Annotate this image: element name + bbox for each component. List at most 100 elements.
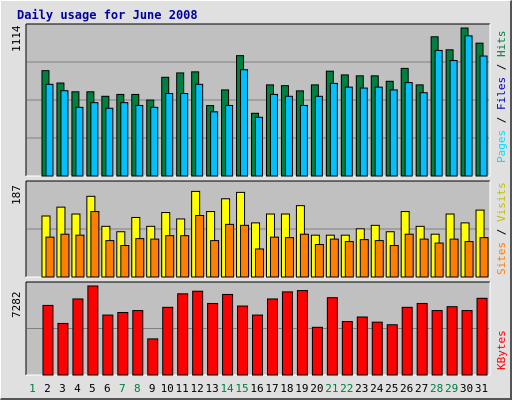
- bar-sites-day-8: [135, 238, 145, 278]
- bar-files-day-21: [329, 82, 338, 177]
- bar-files-day-19: [299, 104, 308, 177]
- bar-kbytes-day-17: [266, 298, 278, 376]
- legend-files: Files: [495, 77, 508, 110]
- bar-kbytes-day-4: [72, 298, 84, 376]
- bar-sites-day-18: [284, 237, 294, 278]
- bar-sites-day-23: [359, 239, 369, 278]
- bar-sites-day-26: [404, 233, 414, 278]
- bar-kbytes-day-22: [341, 321, 353, 376]
- bar-kbytes-day-10: [162, 306, 174, 376]
- x-tick-label-day-11: 11: [176, 382, 189, 395]
- x-tick-label-day-14: 14: [220, 382, 234, 395]
- x-tick-label-day-28: 28: [430, 382, 443, 395]
- bar-sites-day-22: [344, 241, 354, 278]
- bar-sites-day-31: [479, 237, 489, 278]
- bar-sites-day-2: [45, 236, 55, 278]
- bar-sites-day-5: [90, 211, 100, 278]
- bar-sites-day-10: [165, 235, 175, 278]
- bar-sites-day-14: [225, 223, 235, 278]
- bar-files-day-3: [60, 90, 69, 177]
- bar-kbytes-day-31: [476, 297, 488, 376]
- x-tick-label-day-31: 31: [475, 382, 488, 395]
- x-tick-label-day-25: 25: [385, 382, 398, 395]
- bar-kbytes-day-16: [252, 314, 264, 376]
- bar-sites-day-20: [314, 244, 324, 278]
- chart-title: Daily usage for June 2008: [17, 8, 198, 22]
- bar-files-day-27: [419, 92, 428, 177]
- bar-kbytes-day-25: [386, 324, 398, 376]
- bar-files-day-13: [210, 111, 219, 177]
- bar-sites-day-9: [150, 238, 160, 278]
- bar-kbytes-day-27: [416, 302, 428, 376]
- chart-bars: [41, 27, 489, 376]
- bar-kbytes-day-24: [371, 321, 383, 376]
- bar-sites-day-17: [269, 236, 279, 278]
- bar-kbytes-day-12: [192, 290, 204, 376]
- bar-files-day-20: [314, 95, 323, 177]
- x-tick-label-day-21: 21: [325, 382, 338, 395]
- bar-kbytes-day-19: [296, 290, 308, 376]
- x-tick-label-day-22: 22: [340, 382, 353, 395]
- legend-sep1: /: [495, 110, 508, 130]
- x-tick-label-day-5: 5: [89, 382, 96, 395]
- bar-kbytes-day-21: [326, 297, 338, 376]
- bar-sites-day-28: [434, 242, 444, 278]
- x-tick-label-day-10: 10: [161, 382, 174, 395]
- bar-files-day-10: [165, 92, 174, 177]
- bar-sites-day-24: [374, 240, 384, 278]
- bar-sites-day-4: [75, 234, 85, 278]
- x-tick-label-day-8: 8: [134, 382, 141, 395]
- x-tick-label-day-29: 29: [445, 382, 458, 395]
- legend-sep2: /: [495, 57, 508, 77]
- bar-kbytes-day-15: [237, 305, 249, 376]
- bar-files-day-23: [359, 87, 368, 177]
- legend-hits: Hits: [495, 31, 508, 58]
- x-tick-label-day-2: 2: [44, 382, 51, 395]
- top-panel-legend: Pages / Files / Hits: [495, 31, 508, 164]
- bar-sites-day-12: [195, 215, 205, 278]
- bar-files-day-29: [449, 60, 458, 177]
- x-tick-label-day-20: 20: [310, 382, 323, 395]
- bar-kbytes-day-20: [311, 326, 323, 376]
- bar-kbytes-day-3: [57, 322, 69, 376]
- bar-files-day-16: [255, 116, 264, 177]
- bar-files-day-22: [344, 86, 353, 177]
- bar-sites-day-6: [105, 240, 115, 278]
- bar-sites-day-19: [299, 233, 309, 278]
- top-panel-max-label: 1114: [10, 25, 23, 52]
- bar-files-day-26: [404, 82, 413, 177]
- bar-sites-day-21: [329, 238, 339, 278]
- legend-visits: Visits: [495, 182, 508, 222]
- bar-files-day-8: [135, 104, 144, 177]
- bar-kbytes-day-9: [147, 338, 159, 376]
- bar-kbytes-day-2: [42, 304, 54, 376]
- bar-kbytes-day-11: [177, 293, 189, 376]
- bar-kbytes-day-5: [87, 285, 99, 376]
- bar-files-day-15: [240, 69, 249, 177]
- bottom-panel-max-label: 7282: [10, 292, 23, 319]
- middle-panel-max-label: 187: [10, 185, 23, 205]
- bar-files-day-30: [464, 35, 473, 177]
- bar-files-day-28: [434, 49, 443, 177]
- x-tick-label-day-17: 17: [265, 382, 278, 395]
- x-tick-label-day-18: 18: [280, 382, 293, 395]
- x-tick-label-day-13: 13: [205, 382, 218, 395]
- bar-files-day-24: [374, 86, 383, 177]
- bar-files-day-6: [105, 107, 114, 177]
- bar-files-day-14: [225, 104, 234, 177]
- bar-files-day-7: [120, 102, 129, 177]
- x-tick-label-day-26: 26: [400, 382, 413, 395]
- x-tick-label-day-15: 15: [235, 382, 248, 395]
- x-tick-label-day-24: 24: [370, 382, 384, 395]
- x-tick-label-day-16: 16: [250, 382, 263, 395]
- x-tick-label-day-12: 12: [191, 382, 204, 395]
- bar-files-day-25: [389, 89, 398, 177]
- bar-files-day-17: [269, 93, 278, 177]
- bar-kbytes-day-7: [117, 311, 129, 376]
- bar-kbytes-day-29: [446, 306, 458, 376]
- bar-files-day-9: [150, 106, 159, 177]
- x-tick-label-day-27: 27: [415, 382, 428, 395]
- legend-sites: Sites: [495, 242, 508, 275]
